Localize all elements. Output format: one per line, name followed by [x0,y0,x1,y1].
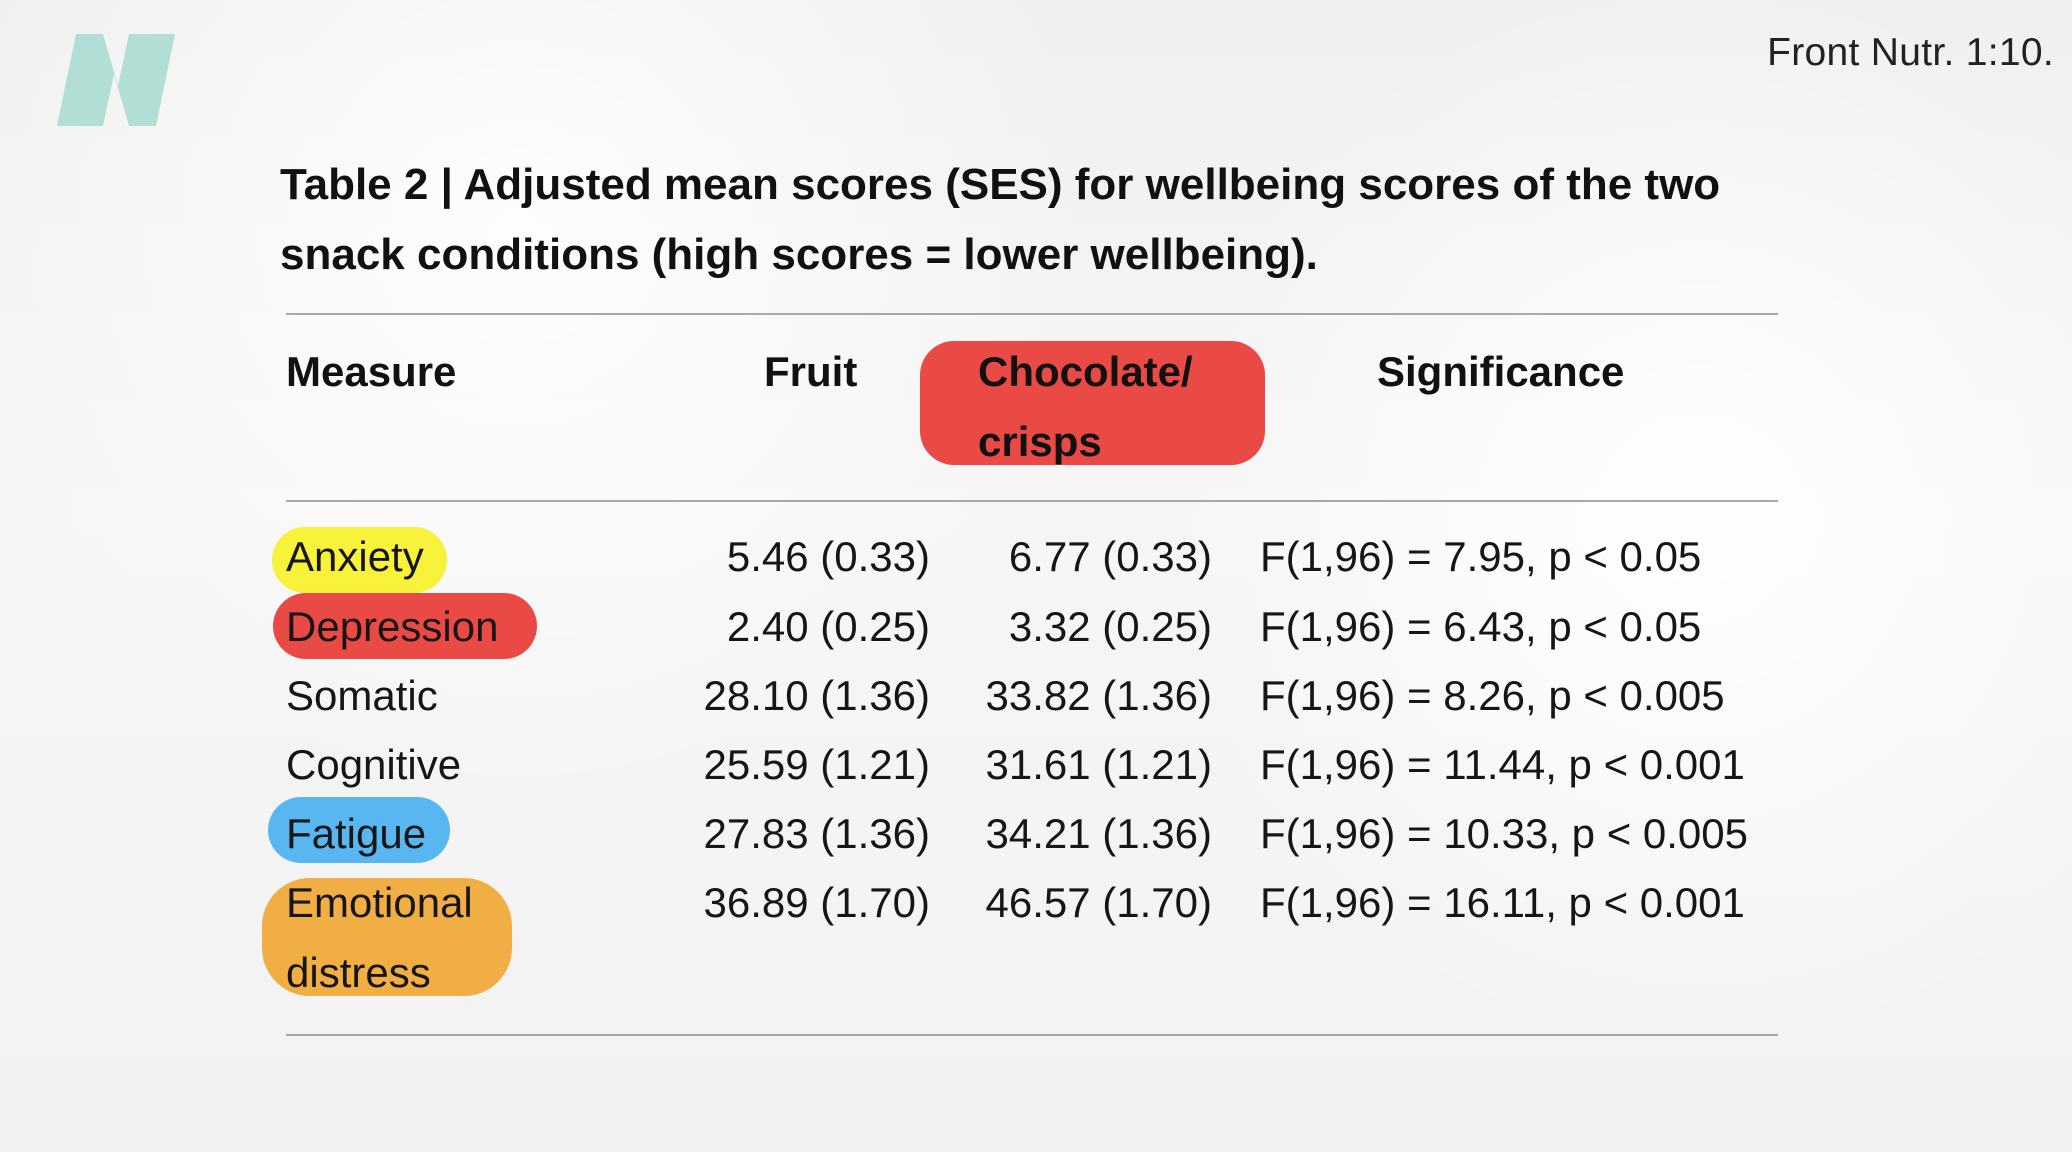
fruit-anxiety: 5.46 (0.33) [726,533,930,580]
chocolate-fatigue: 34.21 (1.36) [985,810,1213,857]
chocolate-depression: 3.32 (0.25) [1008,603,1212,650]
chocolate-somatic: 33.82 (1.36) [985,672,1213,719]
fruit-cognitive: 25.59 (1.21) [703,741,931,788]
measure-depression: Depression [286,603,499,650]
source-citation: Front Nutr. 1:10. [1767,31,2054,74]
measure-fatigue: Fatigue [286,810,427,857]
chocolate-emotional-distress: 46.57 (1.70) [985,879,1213,926]
chocolate-cognitive: 31.61 (1.21) [985,741,1213,788]
measure-cognitive: Cognitive [286,741,462,788]
table-title-text: Table 2 | Adjusted mean scores (SES) for… [280,160,1721,279]
nutrition-logo-icon [57,34,175,126]
significance-fatigue: F(1,96) = 10.33, p < 0.005 [1260,810,1749,857]
fruit-depression: 2.40 (0.25) [726,603,930,650]
header-divider [286,500,1778,502]
significance-emotional-distress: F(1,96) = 16.11, p < 0.001 [1260,879,1745,926]
column-header-fruit: Fruit [764,348,858,395]
bottom-divider [286,1034,1778,1036]
significance-anxiety: F(1,96) = 7.95, p < 0.05 [1260,533,1702,580]
significance-cognitive: F(1,96) = 11.44, p < 0.001 [1260,741,1745,788]
table-title: Table 2 | Adjusted mean scores (SES) for… [280,150,1760,290]
chocolate-header-highlight [920,341,1265,465]
measure-anxiety: Anxiety [286,533,424,580]
emotional-distress-highlight [262,878,512,996]
fruit-fatigue: 27.83 (1.36) [703,810,931,857]
significance-somatic: F(1,96) = 8.26, p < 0.005 [1260,672,1725,719]
column-header-significance: Significance [1377,348,1625,395]
measure-emotional-distress: Emotional distress [286,879,473,996]
column-header-chocolate: Chocolate/ crisps [978,348,1193,465]
fruit-emotional-distress: 36.89 (1.70) [703,879,931,926]
anxiety-highlight [272,527,447,593]
chocolate-anxiety: 6.77 (0.33) [1008,533,1212,580]
fatigue-highlight [268,797,450,863]
depression-highlight [273,593,537,659]
fruit-somatic: 28.10 (1.36) [703,672,931,719]
column-header-measure: Measure [286,348,457,395]
top-divider [286,313,1778,315]
significance-depression: F(1,96) = 6.43, p < 0.05 [1260,603,1702,650]
measure-somatic: Somatic [286,672,438,719]
